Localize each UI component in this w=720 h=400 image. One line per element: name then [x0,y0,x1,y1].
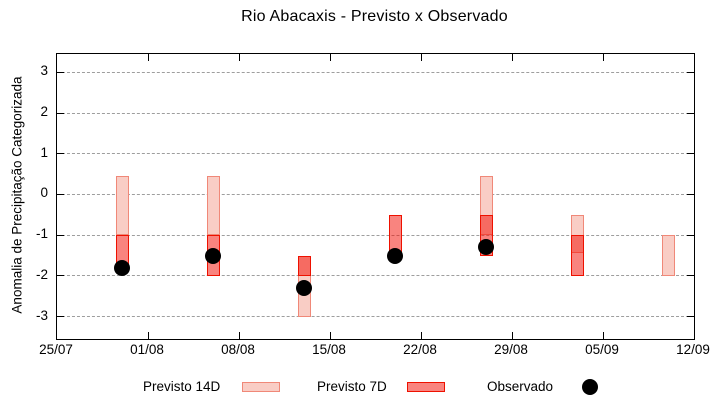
x-tick-label: 22/08 [403,342,437,357]
y-tick-mark [57,234,64,236]
legend-observado-dot-icon [582,379,598,395]
legend-label-observado: Observado [487,379,554,394]
x-tick-mark [693,54,695,61]
legend-swatch-previsto-14d-icon [242,382,280,392]
gridline [57,316,694,318]
x-tick-mark [693,332,695,339]
gridline [57,112,694,114]
gridline [57,193,694,195]
x-tick-mark [511,332,513,339]
y-tick-mark [687,112,694,114]
x-tick-label: 08/08 [221,342,255,357]
x-tick-label: 01/08 [130,342,164,357]
observado-dot [387,247,403,264]
x-tick-mark [147,332,149,339]
bar-previsto-14d [661,235,675,276]
x-tick-mark [602,332,604,339]
y-tick-mark [57,316,64,318]
gridline [57,153,694,155]
observado-dot [296,280,312,297]
y-tick-label: -3 [35,307,48,323]
x-tick-mark [511,54,513,61]
y-tick-mark [57,153,64,155]
y-tick-label: 1 [40,144,48,160]
y-tick-mark [57,112,64,114]
x-tick-mark [238,332,240,339]
y-tick-mark [687,153,694,155]
y-tick-mark [57,193,64,195]
legend-label-previsto-14d: Previsto 14D [143,379,221,394]
y-tick-label: -1 [35,226,48,242]
y-tick-mark [687,193,694,195]
gridline [57,234,694,236]
chart-title: Rio Abacaxis - Previsto x Observado [241,8,508,25]
x-tick-mark [420,332,422,339]
y-tick-mark [57,71,64,73]
x-tick-mark [602,54,604,61]
bar-previsto-7d [570,235,584,276]
x-tick-label: 12/09 [676,342,710,357]
gridline [57,71,694,73]
x-tick-mark [147,54,149,61]
bar-previsto-14d [206,176,220,236]
legend-swatch-previsto-7d-icon [407,382,445,392]
y-tick-label: -2 [35,266,48,282]
x-tick-label: 29/08 [494,342,528,357]
x-tick-label: 15/08 [312,342,346,357]
x-tick-label: 25/07 [39,342,73,357]
observado-dot [205,247,221,264]
y-tick-mark [687,71,694,73]
plot-area [56,53,695,340]
y-tick-mark [57,275,64,277]
y-tick-mark [687,316,694,318]
observado-dot [478,239,494,256]
legend-label-previsto-7d: Previsto 7D [317,379,387,394]
y-tick-label: 0 [40,185,48,201]
bar-previsto-7d [297,255,311,276]
y-tick-mark [687,275,694,277]
x-tick-label: 05/09 [585,342,619,357]
x-tick-mark [238,54,240,61]
y-tick-label: 2 [40,104,48,120]
gridline [57,275,694,277]
y-tick-mark [687,234,694,236]
y-tick-label: 3 [40,63,48,79]
x-tick-mark [329,332,331,339]
x-tick-mark [420,54,422,61]
bar-previsto-14d [115,176,129,236]
x-tick-mark [329,54,331,61]
observado-dot [114,259,130,276]
